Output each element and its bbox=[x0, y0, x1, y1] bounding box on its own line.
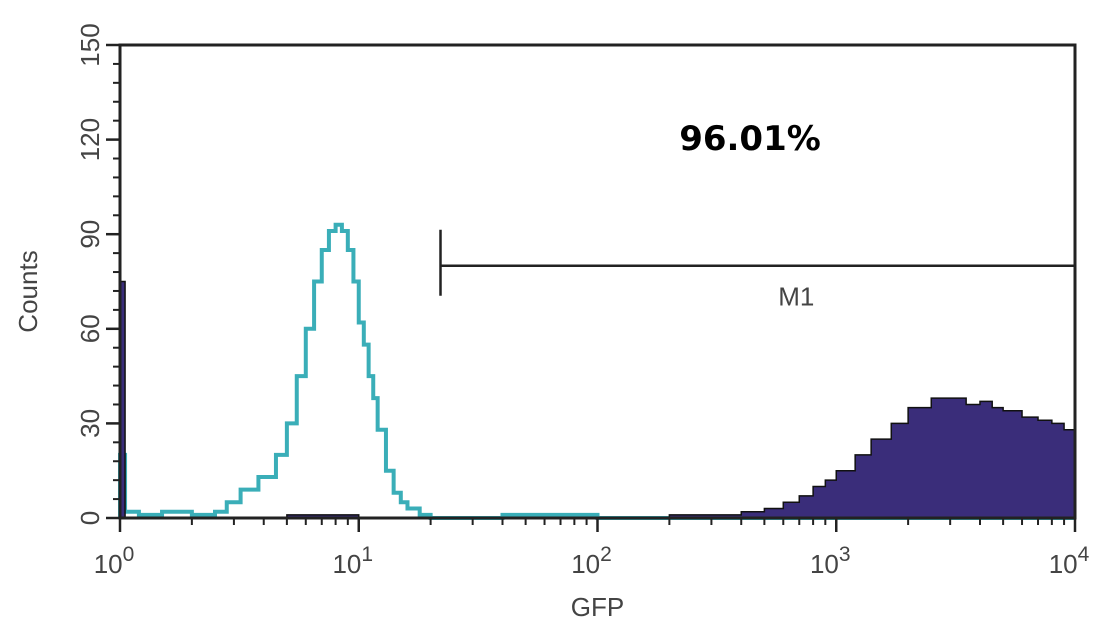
gate-label: M1 bbox=[778, 282, 814, 312]
x-tick-label: 103 bbox=[810, 543, 851, 579]
series-1-area bbox=[119, 280, 1076, 519]
y-tick-label: 60 bbox=[75, 314, 105, 343]
x-axis-title: GFP bbox=[571, 592, 624, 622]
percentage-annotation: 96.01% bbox=[679, 119, 821, 159]
ticks-layer: 100 101 102 103 104 0 30 60 90 120 150 bbox=[75, 23, 1090, 579]
y-tick-label: 30 bbox=[75, 409, 105, 438]
y-tick-label: 90 bbox=[75, 220, 105, 249]
series-0-outline bbox=[118, 222, 1075, 520]
x-tick-label: 101 bbox=[332, 543, 373, 579]
y-tick-label: 0 bbox=[75, 511, 105, 525]
gate-m1: M1 bbox=[439, 229, 1075, 312]
x-tick-label: 104 bbox=[1049, 543, 1090, 579]
series-layer bbox=[118, 222, 1076, 520]
x-tick-label: 102 bbox=[571, 543, 612, 579]
x-tick-label: 100 bbox=[94, 543, 135, 579]
y-tick-label: 120 bbox=[75, 118, 105, 161]
y-tick-label: 150 bbox=[75, 23, 105, 66]
y-axis-title: Counts bbox=[13, 250, 43, 332]
